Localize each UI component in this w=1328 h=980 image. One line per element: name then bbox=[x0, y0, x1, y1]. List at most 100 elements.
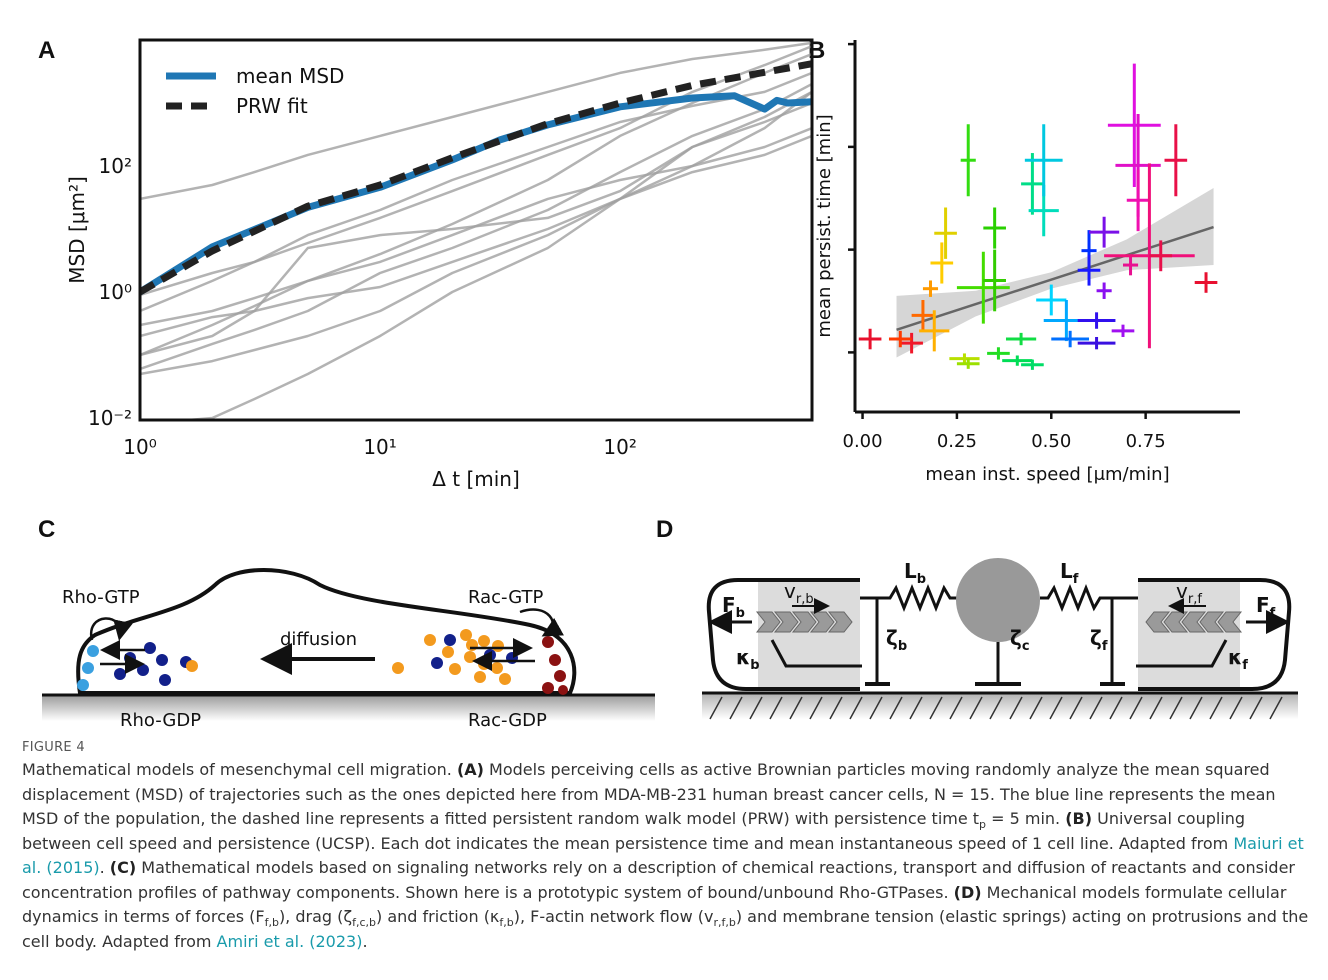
x-axis-label: mean inst. speed [μm/min] bbox=[925, 464, 1169, 485]
symbol: L bbox=[1060, 559, 1073, 583]
force-label: Fb bbox=[722, 593, 745, 621]
y-tick-label: 10⁰ bbox=[99, 280, 132, 304]
x-tick-label: 0.00 bbox=[843, 431, 883, 452]
trajectory-line bbox=[140, 71, 812, 313]
plot-area bbox=[140, 41, 812, 420]
caption-text: ) and friction (κ bbox=[375, 907, 500, 926]
subscript: r,b bbox=[796, 592, 814, 607]
caption-text: . bbox=[362, 931, 368, 951]
symbol: v bbox=[784, 579, 796, 603]
substrate bbox=[42, 695, 655, 721]
trajectory-line bbox=[140, 82, 812, 371]
subscript: f bbox=[1102, 639, 1108, 654]
y-tick-label: 10⁻² bbox=[88, 406, 132, 430]
caption-text: = 5 min. bbox=[986, 809, 1066, 828]
caption-subscript: f,b bbox=[264, 916, 279, 930]
subscript: c bbox=[1022, 639, 1030, 654]
arrows bbox=[89, 608, 564, 675]
panel-c: C Rho-GTP Rac-GTP diffusion Rho-GDP Rac-… bbox=[38, 516, 655, 731]
force-label: Ff bbox=[1256, 593, 1276, 621]
friction-label: κf bbox=[1228, 645, 1248, 673]
caption-text: Mathematical models based on signaling n… bbox=[22, 858, 1295, 902]
caption-text: Models perceiving cells as active Browni… bbox=[22, 760, 1276, 828]
friction-label: κb bbox=[736, 645, 760, 673]
subscript: b bbox=[736, 606, 745, 621]
protrusion-back bbox=[706, 578, 860, 691]
spring-label: Lb bbox=[904, 559, 926, 587]
symbol: ζ bbox=[886, 626, 898, 650]
symbol: F bbox=[1256, 593, 1270, 617]
hatching bbox=[709, 696, 1283, 720]
y-axis-label: mean persist. time [min] bbox=[814, 114, 835, 337]
caption-subscript: r,f,b bbox=[713, 916, 736, 930]
subscript: b bbox=[750, 658, 759, 673]
subscript: f bbox=[1242, 658, 1248, 673]
symbol: ζ bbox=[1010, 626, 1022, 650]
citation-link[interactable]: Amiri et al. (2023) bbox=[216, 931, 363, 951]
caption-text: Mathematical models of mesenchymal cell … bbox=[22, 760, 457, 779]
legend-label: PRW fit bbox=[236, 94, 308, 118]
caption-text: . bbox=[99, 858, 110, 877]
caption-panel-ref: (D) bbox=[953, 882, 982, 902]
species-label: Rho-GDP bbox=[120, 710, 201, 731]
process-label: diffusion bbox=[280, 629, 357, 650]
x-axis-label: Δ t [min] bbox=[432, 467, 520, 491]
species-label: Rho-GTP bbox=[62, 587, 140, 608]
x-tick-label: 10¹ bbox=[363, 435, 396, 459]
plot-frame bbox=[138, 38, 814, 422]
x-tick-label: 10² bbox=[603, 435, 636, 459]
caption-text: ), F-actin network flow (v bbox=[513, 907, 714, 926]
symbol: κ bbox=[1228, 645, 1242, 669]
subscript: f bbox=[1270, 606, 1276, 621]
symbol: F bbox=[722, 593, 736, 617]
subscript: b bbox=[917, 572, 926, 587]
caption-panel-ref: (C) bbox=[109, 858, 137, 877]
symbol: ζ bbox=[1090, 626, 1102, 650]
confidence-band bbox=[896, 187, 1214, 358]
legend-label: mean MSD bbox=[236, 64, 344, 88]
caption-text: Universal coupling between cell speed an… bbox=[22, 809, 1246, 853]
panel-label: A bbox=[38, 37, 55, 64]
flow-label: vr,b bbox=[784, 579, 814, 607]
mechanics bbox=[708, 558, 1290, 686]
caption-text: ) and membrane tension (elastic springs)… bbox=[22, 907, 1309, 951]
figure-number: FIGURE 4 bbox=[22, 740, 85, 755]
caption-text: ), drag (ζ bbox=[278, 907, 353, 926]
species-label: Rac-GDP bbox=[468, 710, 547, 731]
fit-line bbox=[896, 225, 1214, 331]
actin-region bbox=[758, 582, 860, 688]
drag-label: ζf bbox=[1090, 626, 1108, 654]
caption-subscript: f,b bbox=[499, 916, 514, 930]
subscript: f bbox=[1073, 572, 1079, 587]
drag-label: ζb bbox=[886, 626, 907, 654]
actin-region bbox=[1138, 582, 1240, 688]
species-label: Rac-GTP bbox=[468, 587, 543, 608]
caption-panel-ref: (A) bbox=[456, 760, 484, 779]
trajectory-line bbox=[140, 44, 812, 297]
citation-link[interactable]: Maiuri et al. (2015) bbox=[22, 833, 1304, 878]
caption-panel-ref: (B) bbox=[1065, 809, 1093, 828]
trajectory-line bbox=[140, 90, 812, 327]
x-tick-label: 0.50 bbox=[1031, 431, 1071, 452]
subscript: b bbox=[898, 639, 907, 654]
protrusion-front bbox=[1138, 578, 1292, 691]
flow-label: vr,f bbox=[1176, 579, 1202, 607]
trajectory-line bbox=[140, 134, 812, 338]
trajectory-line bbox=[173, 101, 812, 420]
caption-text: Mechanical models formulate cellular dyn… bbox=[22, 882, 1287, 927]
drag-label: ζc bbox=[1010, 626, 1030, 654]
symbol: κ bbox=[736, 645, 750, 669]
x-tick-label: 0.25 bbox=[937, 431, 977, 452]
panel-d: D Fb vr,b κb Lb bbox=[656, 516, 1298, 720]
trajectory-line bbox=[140, 90, 812, 357]
caption: FIGURE 4 Mathematical models of mesenchy… bbox=[22, 738, 1312, 954]
symbol: v bbox=[1176, 579, 1188, 603]
caption-subscript: p bbox=[979, 818, 987, 832]
figure: A B C Rho-GTP Rac-GTP diffusion Rho-GDP … bbox=[38, 37, 1298, 731]
y-tick-label: 10² bbox=[99, 154, 132, 178]
x-tick-label: 10⁰ bbox=[123, 435, 156, 459]
panel-label: D bbox=[656, 516, 673, 543]
symbol: L bbox=[904, 559, 917, 583]
x-tick-label: 0.75 bbox=[1126, 431, 1166, 452]
